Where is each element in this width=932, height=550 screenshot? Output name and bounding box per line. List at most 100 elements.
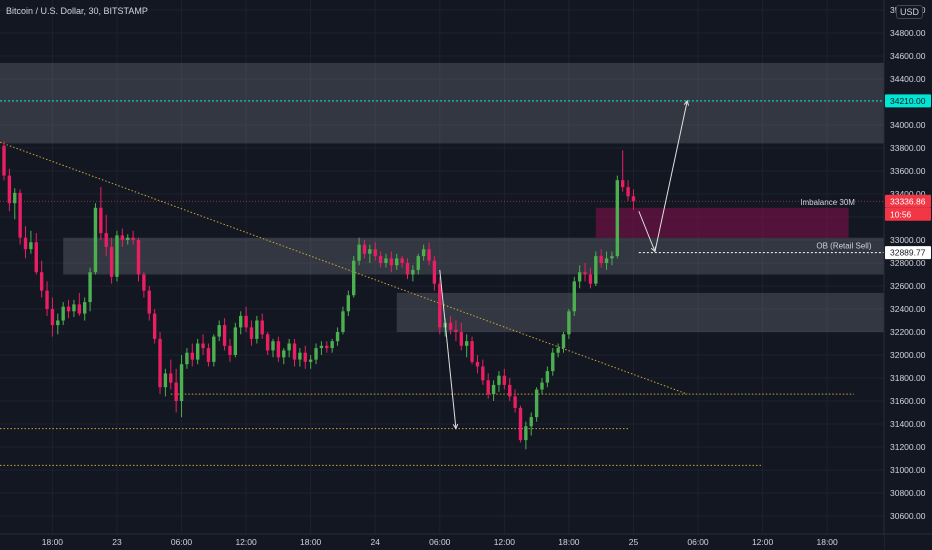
candle-body <box>201 343 205 349</box>
candle-body <box>45 290 49 309</box>
down-projection-arrow <box>439 269 457 429</box>
target-projection-arrow-head <box>683 99 690 106</box>
price-tick-label: 32400.00 <box>890 304 926 314</box>
candle-body <box>147 290 151 314</box>
candle-body <box>400 258 404 263</box>
candle-body <box>72 304 76 312</box>
candle-body <box>615 180 620 257</box>
candle-body <box>7 175 12 204</box>
candle-body <box>384 258 388 263</box>
candle-body <box>260 320 264 335</box>
price-tick-label: 32800.00 <box>890 258 926 268</box>
candles <box>2 141 636 450</box>
ob-price-badge: 32889.77 <box>890 248 926 258</box>
candle-body <box>362 244 367 254</box>
time-tick-label: 12:00 <box>752 537 774 547</box>
price-tick-label: 33800.00 <box>890 143 926 153</box>
candle-body <box>330 341 334 349</box>
candle-body <box>481 366 485 381</box>
candle-body <box>341 311 345 332</box>
candle-body <box>292 343 297 360</box>
candle-body <box>378 256 383 263</box>
time-axis[interactable]: 18:00 23 06:00 12:00 18:00 24 06:00 12:00 18:00 2… <box>0 533 932 550</box>
candle-body <box>115 235 119 277</box>
candle-body <box>577 272 582 282</box>
candle-body <box>303 352 307 362</box>
candle-body <box>556 348 560 353</box>
candle-body <box>626 187 630 197</box>
imbalance-label: Imbalance 30M <box>800 198 855 207</box>
price-tick-label: 31600.00 <box>890 396 926 406</box>
target-projection-arrow <box>654 100 688 252</box>
candle-body <box>540 382 544 390</box>
candle-body <box>395 258 399 266</box>
candle-body <box>222 325 227 346</box>
ob-label: OB (Retail Sell) <box>816 242 871 251</box>
candle-body <box>588 274 593 284</box>
candle-body <box>389 258 394 266</box>
candle-body <box>432 260 437 284</box>
time-tick-label: 23 <box>112 537 122 547</box>
candle-body <box>319 345 324 349</box>
price-tick-label: 33400.00 <box>890 189 926 199</box>
time-tick-label: 12:00 <box>235 537 257 547</box>
candle-body <box>23 237 28 250</box>
time-tick-label: 18:00 <box>42 537 64 547</box>
price-axis-bg <box>884 0 932 550</box>
candle-body <box>599 256 603 263</box>
candle-body <box>308 359 313 362</box>
price-tick-label: 34400.00 <box>890 74 926 84</box>
time-tick-label: 24 <box>370 537 380 547</box>
candle-body <box>551 352 555 372</box>
pullback-arrow <box>638 211 656 252</box>
candle-body <box>610 256 614 259</box>
price-tick-label: 34600.00 <box>890 51 926 61</box>
price-tick-label: 30600.00 <box>890 511 926 521</box>
candle-body <box>518 407 523 441</box>
price-tick-label: 30800.00 <box>890 488 926 498</box>
candle-body <box>18 192 22 238</box>
price-tick-label: 31200.00 <box>890 442 926 452</box>
countdown-badge: 10:56 <box>890 209 912 219</box>
candle-body <box>158 338 162 388</box>
candle-body <box>421 249 426 257</box>
candle-body <box>475 361 480 367</box>
candle-body <box>265 334 270 351</box>
candle-body <box>534 389 539 418</box>
candle-body <box>163 373 168 388</box>
candle-body <box>50 309 55 326</box>
candle-body <box>368 249 372 254</box>
candle-body <box>131 237 135 240</box>
price-tick-label: 31000.00 <box>890 465 926 475</box>
candle-body <box>508 384 512 397</box>
price-tick-label: 33600.00 <box>890 166 926 176</box>
candle-body <box>448 322 453 330</box>
candle-body <box>39 272 44 291</box>
ob-price-badge-bg <box>885 246 931 260</box>
candle-body <box>529 417 533 427</box>
candle-body <box>459 332 463 346</box>
candle-body <box>212 336 216 362</box>
candle-body <box>109 246 114 277</box>
supply-zone <box>0 62 884 144</box>
candle-body <box>255 320 259 339</box>
zone-rectangles <box>0 62 885 332</box>
candle-body <box>464 341 469 346</box>
time-tick-label: 25 <box>629 537 639 547</box>
candle-body <box>13 192 17 204</box>
time-axis-bg <box>0 534 884 550</box>
candle-body <box>233 327 238 355</box>
price-axis[interactable]: 30600.00 30800.00 31000.00 31200.00 31400.00… <box>883 0 932 550</box>
candle-body <box>454 329 458 332</box>
price-tick-label: 34000.00 <box>890 120 926 130</box>
time-tick-label: 18:00 <box>300 537 322 547</box>
currency-selector[interactable]: USD <box>895 5 923 19</box>
candle-body <box>545 371 550 383</box>
candle-body <box>282 350 286 358</box>
candle-body <box>34 242 38 273</box>
candle-body <box>142 274 146 291</box>
time-tick-label: 06:00 <box>171 537 193 547</box>
candle-body <box>405 263 410 275</box>
candle-body <box>357 244 361 261</box>
